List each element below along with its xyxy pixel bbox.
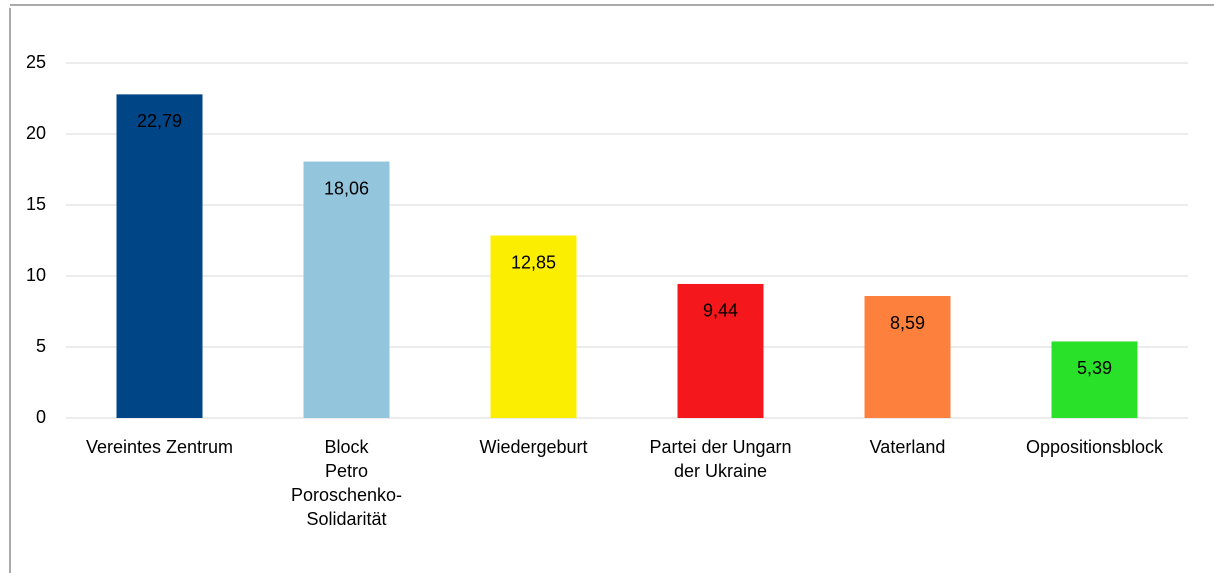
bar bbox=[116, 94, 203, 418]
value-label: 12,85 bbox=[511, 252, 556, 272]
x-tick-label: Partei der Ungarn der Ukraine bbox=[649, 437, 791, 481]
x-tick-label-line: Partei der Ungarn bbox=[649, 437, 791, 457]
x-tick-label: Oppositionsblock bbox=[1026, 437, 1164, 457]
x-tick-label: Vaterland bbox=[870, 437, 946, 457]
value-label: 8,59 bbox=[890, 313, 925, 333]
y-tick-label: 20 bbox=[26, 123, 46, 143]
x-tick-label-line: Petro bbox=[325, 461, 368, 481]
bar bbox=[677, 283, 764, 418]
y-tick-label: 5 bbox=[36, 336, 46, 356]
x-tick-label-line: Wiedergeburt bbox=[479, 437, 587, 457]
value-label: 5,39 bbox=[1077, 358, 1112, 378]
y-tick-label: 15 bbox=[26, 194, 46, 214]
bar bbox=[1051, 341, 1138, 418]
value-label: 9,44 bbox=[703, 301, 738, 321]
x-tick-label: Block Petro Poroschenko- Solidarität bbox=[291, 437, 402, 529]
x-tick-label: Vereintes Zentrum bbox=[86, 437, 233, 457]
bar bbox=[864, 296, 951, 418]
x-tick-label-line: Block bbox=[324, 437, 369, 457]
x-tick-label: Wiedergeburt bbox=[479, 437, 587, 457]
value-label: 22,79 bbox=[137, 111, 182, 131]
x-tick-label-line: Oppositionsblock bbox=[1026, 437, 1164, 457]
y-tick-label: 0 bbox=[36, 407, 46, 427]
x-tick-label-line: Vereintes Zentrum bbox=[86, 437, 233, 457]
x-tick-label-line: Poroschenko- bbox=[291, 485, 402, 505]
y-tick-label: 25 bbox=[26, 52, 46, 72]
y-tick-label: 10 bbox=[26, 265, 46, 285]
x-tick-label-line: der Ukraine bbox=[674, 461, 767, 481]
bar bbox=[303, 161, 390, 418]
value-label: 18,06 bbox=[324, 178, 369, 198]
x-tick-label-line: Solidarität bbox=[306, 509, 386, 529]
x-tick-label-line: Vaterland bbox=[870, 437, 946, 457]
bar bbox=[490, 235, 577, 418]
